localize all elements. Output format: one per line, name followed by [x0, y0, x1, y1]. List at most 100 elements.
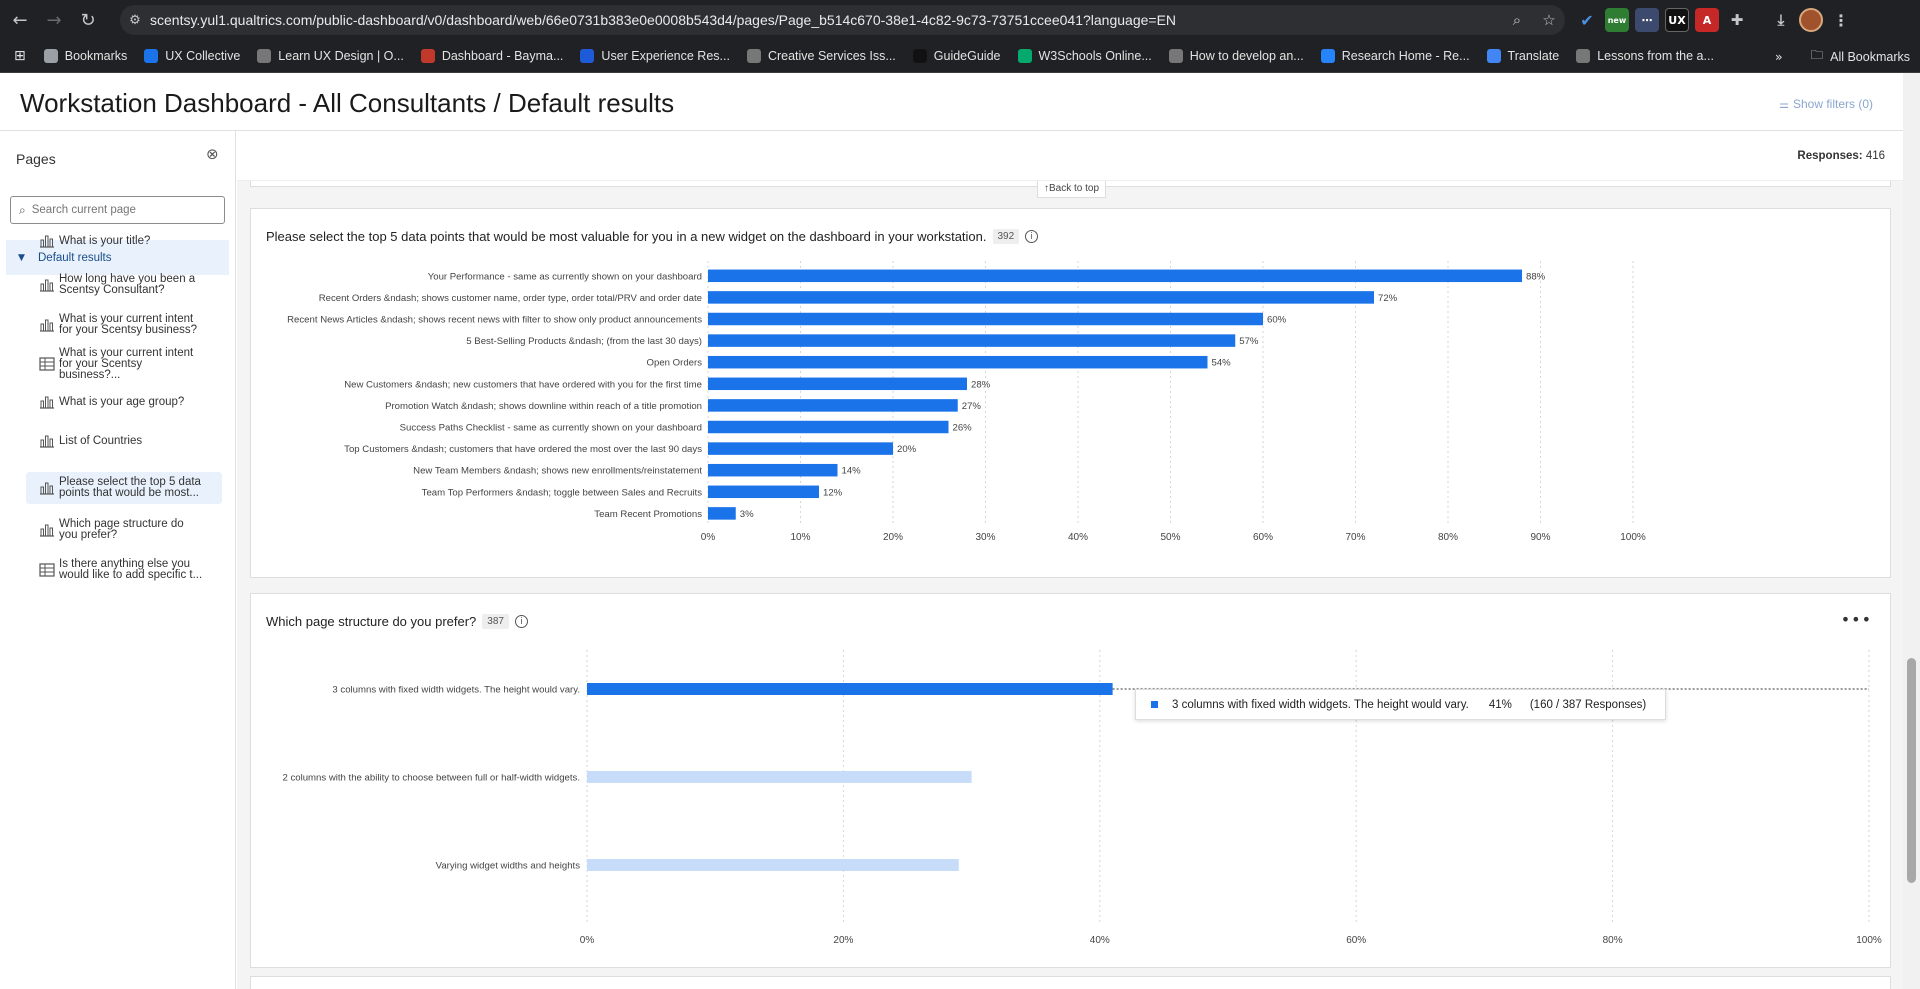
bookmark-item[interactable]: Creative Services Iss...: [746, 49, 896, 63]
ux-extension-icon[interactable]: UX: [1665, 8, 1689, 32]
url-text[interactable]: scentsy.yul1.qualtrics.com/public-dashbo…: [150, 12, 1177, 28]
show-filters-label: Show filters (0): [1792, 97, 1873, 111]
adobe-extension-icon[interactable]: A: [1695, 8, 1719, 32]
bookmark-label: Creative Services Iss...: [767, 49, 896, 63]
bookmark-item[interactable]: Translate: [1486, 49, 1559, 63]
bookmarks-overflow: » 🗀 All Bookmarks: [1775, 40, 1910, 73]
sidebar-item[interactable]: Is there anything else you would like to…: [26, 556, 222, 584]
show-filters-button[interactable]: ⚌ Show filters (0): [1779, 97, 1873, 111]
info-icon[interactable]: i: [514, 615, 528, 628]
category-label: Team Top Performers &ndash; toggle betwe…: [422, 487, 703, 498]
search-field[interactable]: ⌕: [10, 196, 225, 224]
x-tick-label: 80%: [1603, 935, 1623, 946]
x-tick-label: 80%: [1438, 532, 1458, 543]
bookmark-item[interactable]: Bookmarks: [43, 49, 128, 63]
sidebar-item-label: What is your current intent for your Sce…: [59, 346, 194, 381]
site-settings-icon[interactable]: ⚙: [129, 12, 141, 28]
chevron-double-right-icon[interactable]: »: [1774, 49, 1783, 64]
bookmark-item[interactable]: UX Collective: [144, 49, 240, 63]
bookmark-item[interactable]: Dashboard - Bayma...: [420, 49, 564, 63]
tooltip-responses: (160 / 387 Responses): [1529, 698, 1647, 711]
apps-grid-icon[interactable]: ⊞: [14, 48, 26, 64]
bar-chart-icon: [40, 319, 54, 332]
bookmark-item[interactable]: GuideGuide: [912, 49, 1001, 63]
bar: [587, 771, 972, 783]
download-icon[interactable]: ⤓: [1777, 11, 1785, 29]
sidebar-item[interactable]: Please select the top 5 data points that…: [26, 472, 222, 504]
bookmark-star-icon[interactable]: ☆: [1542, 11, 1556, 29]
bar-chart-page-structure: 0% 20% 40% 60% 80% 100% 3 columns with fixed w…: [282, 650, 1882, 946]
unpin-icon[interactable]: ⊗: [206, 145, 219, 163]
category-label: 3 columns with fixed width widgets. The …: [332, 685, 580, 696]
info-icon[interactable]: i: [1025, 230, 1039, 243]
search-input[interactable]: [31, 204, 202, 216]
bookmark-label: Research Home - Re...: [1341, 49, 1470, 63]
value-label: 57%: [1239, 336, 1259, 347]
sidebar-item[interactable]: What is your title?: [26, 231, 222, 251]
x-tick-label: 50%: [1160, 532, 1180, 543]
response-count-badge: 392: [992, 229, 1020, 244]
sidebar-item[interactable]: What is your age group?: [26, 392, 222, 412]
bookmark-item[interactable]: Lessons from the a...: [1576, 49, 1714, 63]
more-extension-icon[interactable]: ⋯: [1635, 8, 1659, 32]
puzzle-extensions-icon[interactable]: ✚: [1730, 11, 1744, 29]
bookmark-label: W3Schools Online...: [1038, 49, 1152, 63]
x-tick-label: 100%: [1856, 935, 1882, 946]
checkmark-extension-icon[interactable]: ✔: [1580, 10, 1594, 30]
category-label: Recent News Articles &ndash; shows recen…: [287, 315, 702, 326]
category-label: 2 columns with the ability to choose bet…: [282, 773, 580, 784]
bookmark-label: User Experience Res...: [601, 49, 730, 63]
page-title: Workstation Dashboard - All Consultants …: [20, 88, 675, 118]
back-to-top-button[interactable]: ↑Back to top: [1037, 181, 1107, 198]
profile-avatar[interactable]: [1799, 8, 1823, 32]
bookmarks-bar: ⊞ Bookmarks UX Collective Learn UX Design …: [0, 40, 1920, 73]
browser-toolbar: ← → ↻ ⚙ scentsy.yul1.qualtrics.com/publi…: [0, 0, 1920, 40]
sidebar-item-label: List of Countries: [59, 434, 143, 447]
new-extension-icon[interactable]: new: [1605, 8, 1629, 32]
bookmark-item[interactable]: Research Home - Re...: [1320, 49, 1470, 63]
more-options-icon[interactable]: •••: [1840, 610, 1872, 629]
category-label: Success Paths Checklist - same as curren…: [400, 423, 702, 434]
table-icon: [39, 357, 55, 371]
back-arrow-icon[interactable]: ←: [12, 9, 28, 31]
value-label: 20%: [897, 444, 917, 455]
category-label: 5 Best-Selling Products &ndash; (from th…: [466, 336, 702, 347]
sidebar-item[interactable]: How long have you been a Scentsy Consult…: [26, 271, 222, 299]
page-scrollbar[interactable]: [1903, 73, 1920, 989]
address-bar[interactable]: ⚙ scentsy.yul1.qualtrics.com/public-dash…: [120, 5, 1565, 35]
bookmark-label: Bookmarks: [64, 49, 128, 63]
x-tick-label: 90%: [1530, 532, 1550, 543]
bar: [587, 683, 1113, 695]
bar: [708, 355, 1208, 369]
value-label: 72%: [1378, 293, 1398, 304]
question-title: Which page structure do you prefer?: [266, 614, 477, 629]
forward-arrow-icon[interactable]: →: [46, 9, 62, 31]
sidebar-item[interactable]: What is your current intent for your Sce…: [26, 346, 222, 381]
responses-label: Responses:: [1797, 150, 1863, 162]
bookmark-label: UX Collective: [165, 49, 241, 63]
sidebar-item[interactable]: Which page structure do you prefer?: [26, 516, 222, 544]
kebab-menu-icon[interactable]: ⋮: [1833, 10, 1849, 30]
bookmark-item[interactable]: User Experience Res...: [580, 49, 730, 63]
bookmark-item[interactable]: How to develop an...: [1168, 49, 1304, 63]
bookmark-item[interactable]: W3Schools Online...: [1017, 49, 1152, 63]
star-icon: [43, 49, 58, 63]
w3-icon: [1017, 49, 1032, 63]
category-label: Varying widget widths and heights: [436, 861, 581, 872]
reload-icon[interactable]: ↻: [80, 9, 96, 31]
sidebar-item[interactable]: List of Countries: [26, 431, 222, 451]
all-bookmarks-link[interactable]: All Bookmarks: [1830, 49, 1910, 64]
sidebar-item-label: How long have you been a Scentsy Consult…: [59, 273, 196, 296]
zoom-icon[interactable]: ⌕: [1512, 11, 1522, 29]
globe-icon: [746, 49, 761, 63]
response-count-badge: 387: [482, 614, 509, 629]
confluence-icon: [1320, 49, 1335, 63]
bookmark-label: Dashboard - Bayma...: [441, 49, 564, 63]
value-label: 88%: [1526, 271, 1546, 282]
bar: [708, 377, 967, 391]
bar-chart-icon: [40, 279, 54, 292]
sidebar-item[interactable]: What is your current intent for your Sce…: [26, 311, 222, 339]
bookmark-item[interactable]: Learn UX Design | O...: [257, 49, 404, 63]
scrollbar-thumb[interactable]: [1907, 658, 1916, 883]
bar: [587, 859, 959, 871]
